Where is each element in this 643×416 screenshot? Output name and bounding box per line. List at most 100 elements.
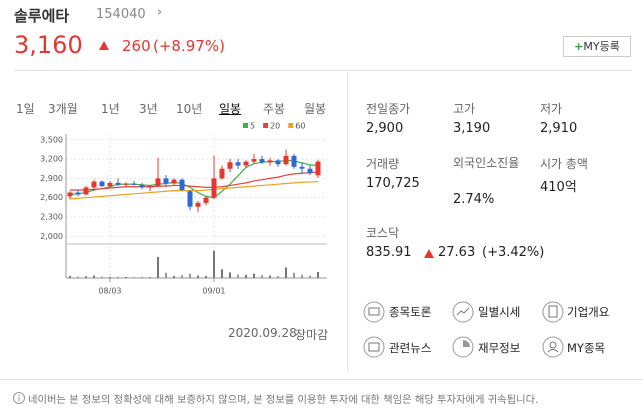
- index-label: 코스닥: [366, 226, 400, 240]
- volume-bar: [133, 277, 135, 278]
- tab[interactable]: 1일: [16, 102, 35, 116]
- icon: [452, 336, 474, 358]
- link[interactable]: MY종목: [567, 341, 606, 355]
- candle-body: [219, 168, 225, 179]
- volume-bar: [125, 276, 127, 278]
- candle-body: [299, 166, 305, 169]
- legend-label: 20: [270, 122, 280, 131]
- link[interactable]: 관련뉴스: [389, 341, 432, 355]
- volume-bar: [205, 275, 207, 278]
- volume-bar: [253, 273, 255, 278]
- candle-body: [155, 178, 161, 187]
- candle-body: [243, 161, 249, 166]
- candle-body: [227, 162, 233, 169]
- y-tick-label: 2,000: [40, 232, 63, 241]
- candle-body: [171, 179, 177, 184]
- candle-body: [123, 183, 129, 185]
- candle-body: [83, 187, 89, 195]
- price: 3,160: [14, 31, 83, 59]
- volume-bar: [245, 274, 247, 278]
- stat-value: 2,900: [366, 121, 404, 136]
- volume-bar: [197, 275, 199, 278]
- my-register-button[interactable]: +MY등록: [563, 36, 631, 57]
- volume-bar: [285, 267, 287, 278]
- volume-bar: [149, 277, 151, 278]
- legend-label: 60: [295, 122, 305, 131]
- volume-bar: [293, 272, 295, 278]
- link[interactable]: 기업개요: [567, 305, 610, 319]
- stock-chart: 5 20 60 3,500 3,200 2,900 2,600 2,300 2,000 08/03…: [40, 122, 327, 296]
- tab[interactable]: 3개월: [48, 102, 78, 116]
- stock-code[interactable]: 154040: [96, 7, 146, 22]
- up-arrow: [99, 41, 109, 50]
- stat-value: 2,910: [540, 121, 578, 136]
- index-value: 835.91: [366, 245, 412, 260]
- tab[interactable]: 주봉: [263, 102, 286, 116]
- icon: [542, 336, 564, 358]
- volume-bar: [101, 276, 103, 278]
- legend-label: 5: [250, 122, 255, 131]
- tab[interactable]: 일봉: [219, 102, 242, 116]
- candle-body: [307, 168, 313, 174]
- y-tick-label: 3,200: [40, 155, 63, 164]
- candle-body: [75, 192, 81, 195]
- volume-bar: [301, 274, 303, 278]
- candle-body: [147, 186, 153, 188]
- icon: [363, 301, 385, 323]
- status: 장마감: [295, 328, 329, 342]
- ma-line: [70, 171, 319, 191]
- candle-body: [107, 182, 113, 187]
- tab[interactable]: 10년: [176, 102, 203, 116]
- stat-label: 저가: [540, 102, 563, 116]
- volume-bar: [93, 275, 95, 278]
- volume-bar: [213, 250, 215, 278]
- volume-bar: [109, 276, 111, 278]
- volume-bar: [229, 272, 231, 278]
- candle-body: [179, 179, 185, 190]
- tab[interactable]: 월봉: [304, 102, 327, 116]
- volume-bar: [117, 276, 119, 278]
- stat-label: 시가 총액: [540, 157, 588, 171]
- candle-body: [283, 155, 289, 165]
- candle-body: [195, 202, 201, 207]
- candle-body: [67, 192, 73, 197]
- volume-bar: [237, 274, 239, 278]
- candle-body: [99, 181, 105, 187]
- stat-value: 170,725: [366, 176, 420, 191]
- up-arrow: [424, 249, 434, 258]
- volume-bar: [77, 276, 79, 278]
- volume-bar: [189, 273, 191, 278]
- divider: [347, 72, 348, 372]
- link[interactable]: 일별시세: [478, 305, 521, 319]
- volume-bar: [85, 276, 87, 278]
- volume-bar: [261, 275, 263, 278]
- stat-value: 410억: [540, 180, 577, 195]
- legend-swatch: [263, 123, 269, 128]
- volume-bar: [221, 269, 223, 278]
- candle-body: [291, 155, 297, 167]
- tab[interactable]: 3년: [139, 102, 158, 116]
- y-tick-label: 2,900: [40, 174, 63, 183]
- price-change-pct: (+8.97%): [153, 37, 225, 55]
- icon: [452, 301, 474, 323]
- volume-bar: [181, 275, 183, 278]
- candle-body: [259, 159, 265, 163]
- candle-body: [131, 183, 137, 185]
- candle-body: [267, 160, 273, 163]
- button-label: MY등록: [583, 40, 620, 53]
- tab[interactable]: 1년: [101, 102, 120, 116]
- stat-value: 2.74%: [453, 192, 495, 207]
- volume-bar: [277, 275, 279, 278]
- legend-swatch: [243, 123, 248, 128]
- volume-bar: [141, 276, 143, 278]
- candle-body: [203, 197, 209, 203]
- candle-body: [187, 191, 193, 207]
- link[interactable]: 종목토론: [389, 305, 432, 319]
- stock-name[interactable]: 솔루에타: [14, 7, 70, 25]
- disclaimer: 네이버는 본 정보의 정확성에 대해 보증하지 않으며, 본 정보를 이용한 투…: [28, 394, 539, 406]
- candle-body: [139, 184, 145, 188]
- icon: [542, 301, 564, 323]
- link[interactable]: 재무정보: [478, 341, 521, 355]
- candle-body: [163, 178, 169, 184]
